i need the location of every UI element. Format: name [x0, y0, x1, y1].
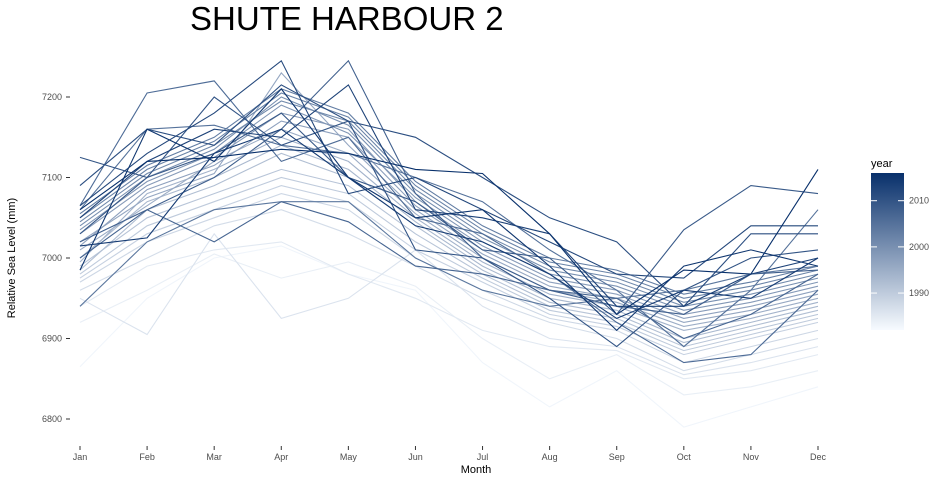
y-axis: 6800 6900 7000 7100 7200	[42, 92, 70, 424]
legend-ticks: 1990 2000 2010	[871, 196, 929, 298]
series-line-2015	[79, 88, 819, 332]
series-line-1998	[79, 112, 819, 315]
chart-title: SHUTE HARBOUR 2	[190, 0, 504, 37]
series-line-2005	[79, 124, 819, 348]
color-legend: year 1990 2000 2010	[871, 158, 929, 330]
series-line-1994	[79, 136, 819, 331]
x-tick-label: Apr	[274, 452, 288, 462]
x-axis-title: Month	[461, 464, 492, 476]
series-line-2002	[79, 92, 819, 299]
series-line-1997	[79, 120, 819, 319]
x-axis: Jan Feb Mar Apr May Jun Jul Aug Sep Oct Nov Dec	[73, 446, 827, 462]
x-tick-label: Aug	[542, 452, 558, 462]
series-line-2001	[79, 100, 819, 303]
legend-title: year	[871, 158, 893, 170]
series-line-1993	[79, 144, 819, 340]
y-tick-label: 6900	[42, 334, 62, 344]
series-line-1986	[79, 232, 819, 376]
y-tick-label: 7000	[42, 253, 62, 263]
series-line-2013	[79, 84, 819, 307]
series-line-2006	[79, 80, 819, 364]
series-line-2007	[79, 201, 819, 340]
series-line-2010	[79, 96, 819, 348]
series-line-1984	[79, 253, 819, 396]
series-lines	[79, 59, 819, 428]
x-tick-label: Dec	[810, 452, 827, 462]
series-line-2000	[79, 96, 819, 307]
x-tick-label: Sep	[609, 452, 625, 462]
series-line-1990	[79, 176, 819, 352]
y-tick-label: 7200	[42, 92, 62, 102]
legend-tick-label: 2000	[909, 242, 929, 252]
x-tick-label: Jul	[477, 452, 489, 462]
x-tick-label: Nov	[743, 452, 760, 462]
series-line-1985	[79, 241, 819, 380]
series-line-1989	[79, 185, 819, 356]
y-tick-label: 6800	[42, 414, 62, 424]
series-line-2009	[79, 112, 819, 316]
legend-tick-label: 2010	[909, 196, 929, 206]
x-tick-label: May	[340, 452, 358, 462]
series-line-2016	[79, 148, 819, 316]
series-line-1992	[79, 152, 819, 344]
series-line-1995	[79, 128, 819, 327]
x-tick-label: Oct	[677, 452, 692, 462]
y-tick-label: 7100	[42, 173, 62, 183]
x-tick-label: Jun	[408, 452, 423, 462]
y-axis-title: Relative Sea Level (mm)	[6, 198, 18, 318]
series-line-2012	[79, 59, 818, 279]
legend-colorbar	[871, 173, 904, 330]
x-tick-label: Jan	[73, 452, 88, 462]
series-line-2014	[79, 128, 819, 320]
series-line-1991	[79, 168, 819, 348]
series-line-2008	[79, 59, 819, 315]
series-line-2011	[79, 84, 818, 308]
x-tick-label: Feb	[139, 452, 155, 462]
legend-tick-label: 1990	[909, 288, 929, 298]
series-line-2004	[79, 201, 819, 307]
series-line-2003	[79, 88, 819, 295]
series-line-1983	[79, 245, 819, 428]
series-line-1987	[79, 209, 819, 372]
series-line-1996	[79, 72, 819, 323]
x-tick-label: Mar	[206, 452, 222, 462]
